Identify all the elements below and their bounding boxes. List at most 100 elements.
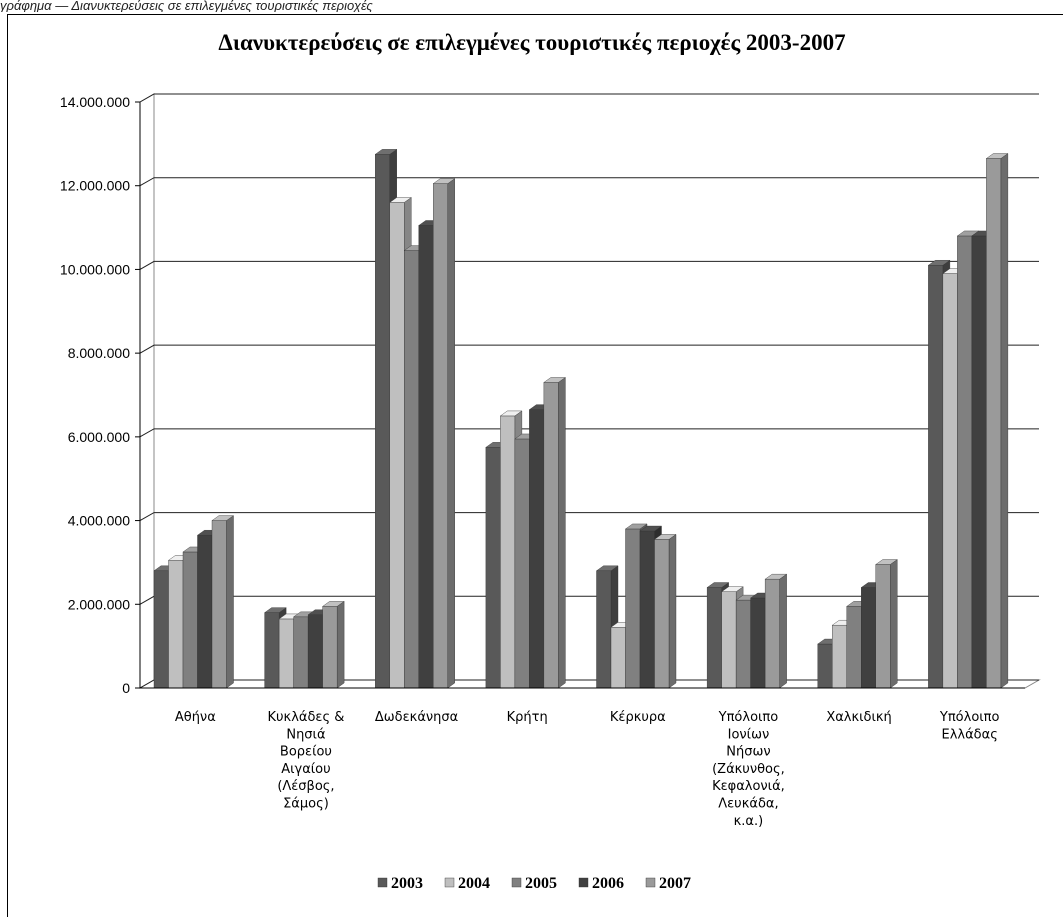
gridline: [139, 595, 1039, 605]
bar-top: [706, 582, 730, 588]
bar-front: [928, 265, 944, 689]
x-category-label: Χαλκιδική: [826, 710, 891, 725]
legend-item: 2004: [444, 875, 490, 892]
x-category-label: Κρήτη: [507, 710, 548, 725]
x-category-label: Υπόλοιπο Ελλάδας: [939, 710, 1000, 742]
bar-front: [529, 409, 545, 689]
x-category-label: Κυκλάδες & Νησιά Βορείου Αιγαίου (Λέσβος, Σάμ…: [268, 710, 345, 812]
legend: 2003 2004 2005 2006 2007: [377, 875, 691, 892]
bar-front: [817, 643, 833, 689]
bar-top: [322, 601, 345, 607]
bar-front: [264, 612, 280, 689]
bar-front: [278, 618, 294, 689]
legend-swatch: [444, 877, 455, 888]
bar-front: [197, 535, 213, 689]
bar-top: [543, 377, 566, 383]
gridline: [139, 512, 1039, 522]
gridline: [139, 260, 1039, 270]
bar-front: [721, 591, 737, 689]
bar-front: [211, 520, 227, 689]
bar-front: [735, 599, 751, 689]
gridline: [139, 344, 1039, 354]
bar-front: [654, 539, 670, 689]
bar-front: [625, 528, 641, 689]
bar-front: [418, 225, 434, 689]
bar-top: [211, 515, 235, 521]
bar-front: [861, 587, 876, 689]
bar-front: [500, 415, 516, 689]
bar: [653, 534, 677, 689]
x-axis: Αθήνα Κυκλάδες & Νησιά Βορείου Αιγαίου (Λέσβο…: [140, 687, 1025, 829]
bars: [153, 148, 1009, 689]
legend-label: 2007: [659, 875, 691, 892]
bar-top: [595, 565, 619, 571]
x-category-label: Υπόλοιπο Ιονίων Νήσων (Ζάκυνθος, Κεφαλονιά, Λ…: [712, 710, 785, 829]
bar-side: [890, 559, 898, 689]
y-tick-label: 4.000.000: [68, 513, 130, 529]
bar-top: [764, 573, 788, 580]
bar: [432, 178, 456, 689]
gridlines: [139, 93, 1039, 689]
legend-item: 2006: [578, 875, 624, 892]
legend-item: 2007: [645, 875, 691, 892]
bar-front: [971, 235, 987, 689]
bar-front: [404, 250, 419, 689]
side-wall: [139, 93, 155, 689]
bar-front: [986, 158, 1002, 689]
bar-front: [846, 606, 862, 689]
legend-item: 2005: [511, 875, 557, 892]
gridline: [139, 93, 1039, 103]
bar-front: [433, 183, 448, 689]
y-tick-label: 8.000.000: [68, 345, 130, 361]
bar-front: [293, 616, 309, 689]
y-tick-label: 6.000.000: [68, 429, 130, 445]
bar-top: [927, 260, 951, 266]
legend-label: 2003: [391, 875, 423, 892]
bar-front: [182, 551, 198, 689]
bar-front: [514, 438, 530, 689]
bar: [985, 153, 1009, 689]
legend-label: 2004: [458, 875, 490, 892]
bar-front: [875, 564, 891, 689]
bar-front: [832, 625, 847, 689]
bar-front: [322, 606, 338, 689]
y-tick-label: 14.000.000: [60, 94, 130, 110]
bar: [543, 377, 566, 689]
bar-side: [336, 600, 345, 689]
bar-front: [750, 597, 766, 689]
bar-front: [389, 202, 405, 689]
bar: [764, 573, 788, 689]
bar-side: [668, 534, 677, 689]
y-tick-label: 2.000.000: [68, 596, 130, 612]
y-tick-label: 10.000.000: [60, 261, 130, 277]
legend-label: 2005: [525, 875, 557, 892]
bar: [211, 515, 235, 689]
bar-front: [610, 627, 626, 689]
bar-top: [389, 197, 412, 203]
legend-swatch: [645, 877, 656, 888]
bar-front: [596, 570, 612, 689]
y-tick-label: 12.000.000: [60, 178, 130, 194]
gridline: [139, 177, 1039, 187]
bar: [322, 600, 345, 689]
bar-top: [374, 149, 398, 155]
legend-swatch: [578, 877, 589, 888]
bar: [875, 559, 898, 689]
bar-side: [779, 573, 787, 689]
bar-front: [485, 447, 501, 689]
legend-label: 2006: [592, 875, 624, 892]
legend-item: 2003: [377, 875, 423, 892]
bar-front: [168, 560, 184, 689]
bar-side: [558, 377, 566, 689]
bar-side: [1000, 153, 1009, 689]
bar-top: [875, 559, 898, 565]
y-axis: 0 2.000.000 4.000.000 6.000.000 8.000.000 10.…: [60, 94, 141, 696]
bar-top: [499, 410, 523, 417]
bar-top: [639, 525, 663, 532]
bar-front: [543, 382, 559, 689]
bar-front: [764, 578, 780, 689]
bar-front: [639, 530, 655, 689]
page-top-text: γράφημα — Διανυκτερεύσεις σε επιλεγμένες…: [0, 0, 373, 12]
x-category-label: Αθήνα: [175, 710, 216, 725]
bar-front: [706, 587, 722, 689]
